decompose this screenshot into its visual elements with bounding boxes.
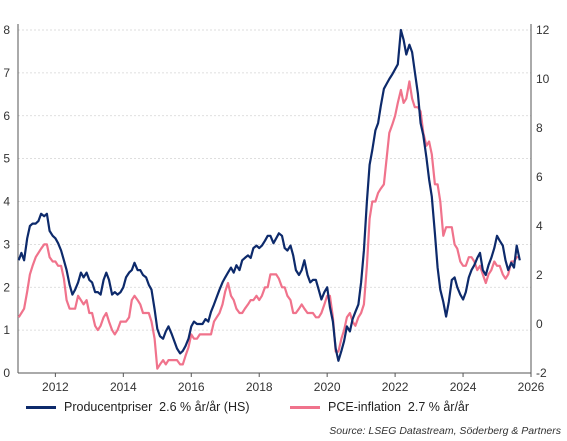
left-tick-label: 3 <box>3 237 10 251</box>
left-tick-label: 6 <box>3 109 10 123</box>
series-line-pce-inflation <box>17 80 520 370</box>
x-tick-label: 2026 <box>518 380 545 394</box>
legend-label-producer-prices: Producentpriser 2.6 % år/år (HS) <box>64 400 250 414</box>
left-tick-label: 4 <box>3 195 10 209</box>
right-tick-label: 6 <box>536 170 543 184</box>
right-tick-label: 8 <box>536 121 543 135</box>
right-tick-label: -2 <box>536 366 547 380</box>
legend-label-pce-inflation: PCE-inflation 2.7 % år/år <box>328 400 470 414</box>
legend-item-pce-inflation: PCE-inflation 2.7 % år/år <box>290 400 469 414</box>
left-axis-ticks: 0 1 2 3 4 5 6 7 8 <box>3 23 10 380</box>
left-tick-label: 0 <box>3 366 10 380</box>
right-axis-ticks: -2 0 2 4 6 8 10 12 <box>536 23 550 380</box>
right-tick-label: 10 <box>536 72 550 86</box>
left-tick-label: 2 <box>3 280 10 294</box>
x-tick-label: 2020 <box>314 380 341 394</box>
series-lines <box>17 28 521 370</box>
left-tick-label: 1 <box>3 323 10 337</box>
x-tick-label: 2016 <box>178 380 205 394</box>
gridlines <box>18 29 531 331</box>
left-tick-label: 7 <box>3 66 10 80</box>
series-line-producer-prices <box>17 28 521 362</box>
x-tick-label: 2014 <box>110 380 137 394</box>
legend-swatch-producer-prices <box>26 405 56 409</box>
right-tick-label: 12 <box>536 23 550 37</box>
x-tick-label: 2012 <box>42 380 69 394</box>
left-tick-label: 5 <box>3 152 10 166</box>
legend-item-producer-prices: Producentpriser 2.6 % år/år (HS) <box>26 400 250 414</box>
x-tick-label: 2018 <box>246 380 273 394</box>
legend-swatch-pce-inflation <box>290 405 320 409</box>
x-axis-ticks: 2012 2014 2016 2018 2020 2022 2024 2026 <box>42 373 545 394</box>
x-tick-label: 2024 <box>450 380 477 394</box>
right-tick-label: 0 <box>536 317 543 331</box>
right-tick-label: 4 <box>536 219 543 233</box>
left-tick-label: 8 <box>3 23 10 37</box>
legend: Producentpriser 2.6 % år/år (HS) PCE-inf… <box>0 400 567 420</box>
x-tick-label: 2022 <box>382 380 409 394</box>
source-note: Source: LSEG Datastream, Söderberg & Par… <box>329 425 561 437</box>
axes <box>17 24 532 374</box>
right-tick-label: 2 <box>536 268 543 282</box>
